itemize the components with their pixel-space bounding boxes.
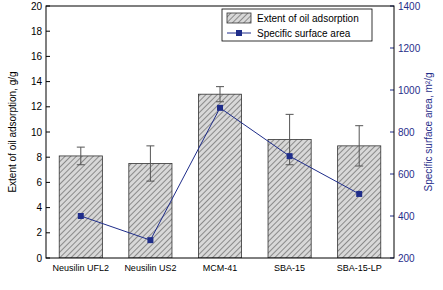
x-tick-label: Neusilin US2 bbox=[124, 263, 176, 273]
bar bbox=[268, 140, 311, 258]
legend-label: Specific surface area bbox=[257, 28, 351, 39]
y-axis-label: Extent of oil adsorption, g/g bbox=[7, 71, 18, 192]
chart: 0 2 4 6 8 10 12 14 16 18 20 200 400 600 800 1000 1200 140… bbox=[0, 0, 443, 290]
plot-frame bbox=[46, 6, 394, 258]
y2-tick bbox=[390, 48, 394, 49]
legend-marker bbox=[236, 30, 242, 36]
y-tick bbox=[46, 81, 50, 82]
y2-tick bbox=[390, 132, 394, 133]
plot-marks bbox=[59, 87, 381, 258]
y2-tick-label: 200 bbox=[398, 253, 415, 264]
y-tick-label: 0 bbox=[36, 253, 42, 264]
y-tick-label: 6 bbox=[36, 177, 42, 188]
error-bar bbox=[77, 147, 85, 165]
y-tick-label: 14 bbox=[31, 76, 43, 87]
y-tick bbox=[46, 157, 50, 158]
x-tick-label: SBA-15-LP bbox=[337, 263, 382, 273]
y-tick bbox=[46, 56, 50, 57]
y2-tick-label: 400 bbox=[398, 211, 415, 222]
y2-tick-label: 600 bbox=[398, 169, 415, 180]
y-tick-label: 10 bbox=[31, 127, 43, 138]
y2-axis-label: Specific surface area, m²/g bbox=[423, 73, 434, 192]
y-tick-label: 16 bbox=[31, 51, 43, 62]
y-tick bbox=[46, 106, 50, 107]
marker bbox=[356, 191, 362, 197]
error-bar bbox=[216, 87, 224, 102]
y2-tick bbox=[390, 216, 394, 217]
y-tick-label: 20 bbox=[31, 1, 43, 12]
marker bbox=[217, 105, 223, 111]
y2-tick bbox=[390, 174, 394, 175]
chart-svg: 0 2 4 6 8 10 12 14 16 18 20 200 400 600 800 1000 1200 140… bbox=[0, 0, 443, 290]
legend-swatch bbox=[227, 13, 251, 23]
y-tick bbox=[46, 31, 50, 32]
y2-tick bbox=[390, 90, 394, 91]
error-bar bbox=[355, 126, 363, 166]
legend-label: Extent of oil adsorption bbox=[257, 13, 359, 24]
y-tick-label: 8 bbox=[36, 152, 42, 163]
legend-box bbox=[222, 9, 372, 41]
y-tick bbox=[46, 132, 50, 133]
y-tick bbox=[46, 207, 50, 208]
y2-tick-label: 1000 bbox=[398, 85, 421, 96]
line bbox=[81, 108, 359, 240]
y-tick-label: 18 bbox=[31, 26, 43, 37]
error-bar bbox=[146, 146, 154, 181]
y2-tick-label: 1400 bbox=[398, 1, 421, 12]
marker bbox=[147, 237, 153, 243]
x-tick-label: SBA-15 bbox=[274, 263, 305, 273]
y2-tick-label: 800 bbox=[398, 127, 415, 138]
marker bbox=[78, 213, 84, 219]
y-tick-label: 2 bbox=[36, 227, 42, 238]
x-tick-label: MCM-41 bbox=[203, 263, 238, 273]
y-tick-label: 4 bbox=[36, 202, 42, 213]
marker bbox=[287, 153, 293, 159]
y-tick bbox=[46, 232, 50, 233]
error-bar bbox=[286, 114, 294, 164]
y-tick bbox=[46, 182, 50, 183]
y2-tick-label: 1200 bbox=[398, 43, 421, 54]
bar bbox=[59, 156, 102, 258]
y-tick-label: 12 bbox=[31, 101, 43, 112]
x-tick-label: Neusilin UFL2 bbox=[53, 263, 110, 273]
